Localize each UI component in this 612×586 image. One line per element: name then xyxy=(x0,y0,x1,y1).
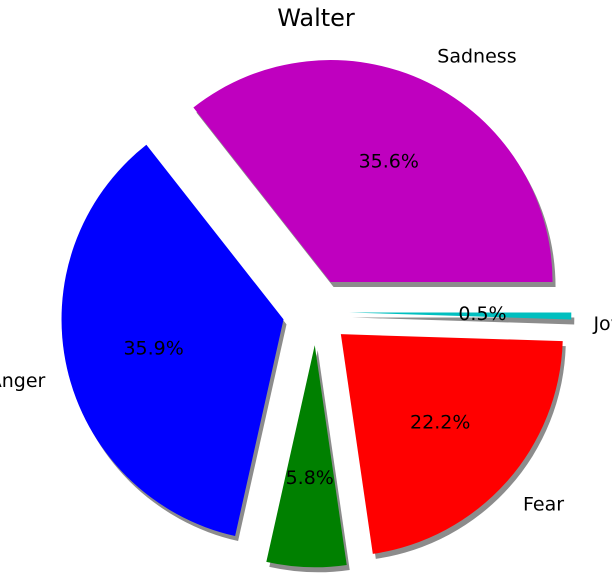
slice-shadow-joy xyxy=(352,317,575,325)
labels: Sadness35.6%Anger35.9%Disgust5.8%Fear22.… xyxy=(0,45,612,586)
percent-label-fear: 22.2% xyxy=(410,411,470,433)
label-anger: Anger xyxy=(0,370,46,392)
slice-sadness xyxy=(193,60,553,283)
percent-label-sadness: 35.6% xyxy=(359,151,419,173)
chart-title: Walter xyxy=(277,4,355,32)
label-sadness: Sadness xyxy=(437,45,516,67)
percent-label-disgust: 5.8% xyxy=(286,467,334,489)
percent-label-joy: 0.5% xyxy=(458,303,506,325)
slice-disgust xyxy=(266,345,347,568)
percent-label-anger: 35.9% xyxy=(123,337,183,359)
slice-joy xyxy=(349,312,572,320)
label-joy: Joy xyxy=(592,313,612,335)
slices xyxy=(61,60,572,568)
slice-fear xyxy=(340,334,563,554)
label-fear: Fear xyxy=(523,493,564,515)
slice-anger xyxy=(61,144,284,537)
